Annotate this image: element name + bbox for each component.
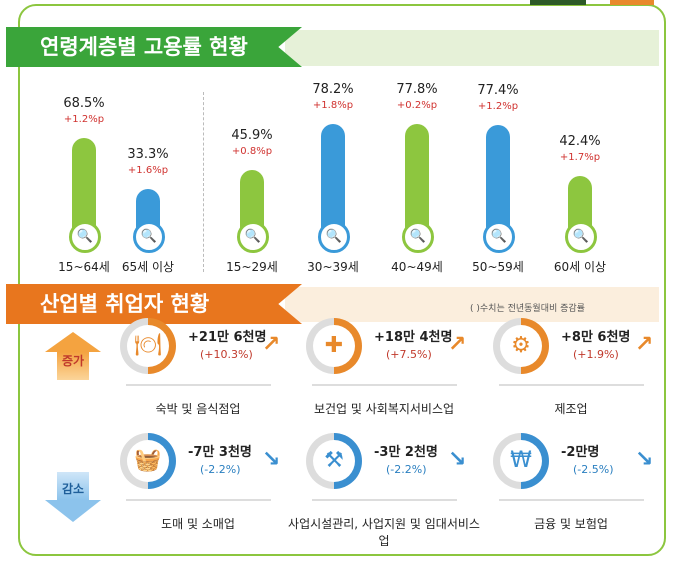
business-support-icon: ⚒ xyxy=(313,440,355,482)
percent: (+7.5%) xyxy=(386,348,432,361)
industry-name: 보건업 및 사회복지서비스업 xyxy=(313,402,455,416)
percent: (-2.2%) xyxy=(200,463,241,476)
percent: (+1.9%) xyxy=(573,348,619,361)
document-search-icon: 🔍 xyxy=(402,221,434,253)
category-label: 60세 이상 xyxy=(553,260,607,274)
bar-column: 77.8% +0.2%p 🔍 40~49세 xyxy=(382,0,452,280)
bar-column: 77.4% +1.2%p 🔍 50~59세 xyxy=(463,0,533,280)
change-label: +1.6%p xyxy=(127,165,169,176)
category-label: 30~39세 xyxy=(307,260,359,274)
change-label: +0.2%p xyxy=(396,100,438,111)
medical-kit-icon: ✚ xyxy=(313,325,355,367)
amount: +21만 6천명 xyxy=(188,330,267,345)
bar-column: 33.3% +1.6%p 🔍 65세 이상 xyxy=(113,0,183,280)
gears-icon: ⚙ xyxy=(500,325,542,367)
percent: (+10.3%) xyxy=(200,348,253,361)
separator xyxy=(126,384,271,386)
industry-name: 금융 및 보험업 xyxy=(534,517,608,531)
change-label: +1.2%p xyxy=(63,114,105,125)
decrease-label: 감소 xyxy=(61,482,85,496)
increase-arrow: 증가 xyxy=(45,332,101,380)
divider xyxy=(203,92,204,272)
amount: -2만명 xyxy=(561,445,600,460)
industry-section-title: 산업별 취업자 현황 xyxy=(6,284,302,324)
separator xyxy=(499,499,644,501)
industry-name: 도매 및 소매업 xyxy=(161,517,235,531)
ring: ✚ xyxy=(306,318,362,374)
value-label: 33.3% xyxy=(127,147,169,162)
value-label: 77.4% xyxy=(477,83,519,98)
age-section-title: 연령계층별 고용률 현황 xyxy=(6,27,302,67)
age-header-band xyxy=(285,30,659,66)
value-label: 78.2% xyxy=(312,82,354,97)
amount: -3만 2천명 xyxy=(374,445,438,460)
decrease-trend-arrow-icon: ↘ xyxy=(448,447,467,472)
ring: 🧺 xyxy=(120,433,176,489)
basket-icon: 🧺 xyxy=(127,440,169,482)
bar xyxy=(72,138,96,235)
document-search-icon: 🔍 xyxy=(133,221,165,253)
value-label: 42.4% xyxy=(559,134,601,149)
percent: (-2.5%) xyxy=(573,463,614,476)
document-search-icon: 🔍 xyxy=(237,221,269,253)
change-label: +1.7%p xyxy=(559,152,601,163)
change-label: +1.2%p xyxy=(477,101,519,112)
amount: +8만 6천명 xyxy=(561,330,631,345)
separator xyxy=(312,499,457,501)
ring: 🍽 xyxy=(120,318,176,374)
top-tab-orange xyxy=(610,0,654,5)
industry-name: 제조업 xyxy=(554,402,588,416)
increase-trend-arrow-icon: ↗ xyxy=(635,332,654,357)
change-label: +0.8%p xyxy=(231,146,273,157)
note: ( )수치는 전년동월대비 증감률 xyxy=(470,304,585,314)
document-search-icon: 🔍 xyxy=(565,221,597,253)
bar xyxy=(321,124,345,235)
category-label: 50~59세 xyxy=(472,260,524,274)
bar-column: 45.9% +0.8%p 🔍 15~29세 xyxy=(217,0,287,280)
bar xyxy=(486,125,510,235)
bar-column: 42.4% +1.7%p 🔍 60세 이상 xyxy=(545,0,615,280)
frame xyxy=(18,4,666,556)
document-search-icon: 🔍 xyxy=(318,221,350,253)
top-tab-dark xyxy=(530,0,586,5)
ring: ₩ xyxy=(493,433,549,489)
value-label: 45.9% xyxy=(231,128,273,143)
category-label: 15~64세 xyxy=(58,260,110,274)
amount: +18만 4천명 xyxy=(374,330,453,345)
value-label: 77.8% xyxy=(396,82,438,97)
document-search-icon: 🔍 xyxy=(69,221,101,253)
value-label: 68.5% xyxy=(63,96,105,111)
category-label: 40~49세 xyxy=(391,260,443,274)
laptop-won-icon: ₩ xyxy=(500,440,542,482)
increase-trend-arrow-icon: ↗ xyxy=(262,332,281,357)
decrease-trend-arrow-icon: ↘ xyxy=(262,447,281,472)
bar xyxy=(405,124,429,235)
separator xyxy=(126,499,271,501)
increase-trend-arrow-icon: ↗ xyxy=(448,332,467,357)
increase-label: 증가 xyxy=(61,354,85,368)
percent: (-2.2%) xyxy=(386,463,427,476)
dining-icon: 🍽 xyxy=(127,325,169,367)
separator xyxy=(312,384,457,386)
category-label: 15~29세 xyxy=(226,260,278,274)
bar-column: 68.5% +1.2%p 🔍 15~64세 xyxy=(49,0,119,280)
industry-header-band xyxy=(285,287,659,322)
decrease-arrow: 감소 xyxy=(45,472,101,522)
bar-column: 78.2% +1.8%p 🔍 30~39세 xyxy=(298,0,368,280)
ring: ⚒ xyxy=(306,433,362,489)
industry-name: 사업시설관리, 사업지원 및 임대서비스업 xyxy=(288,517,480,548)
document-search-icon: 🔍 xyxy=(483,221,515,253)
decrease-trend-arrow-icon: ↘ xyxy=(635,447,654,472)
change-label: +1.8%p xyxy=(312,100,354,111)
amount: -7만 3천명 xyxy=(188,445,252,460)
category-label: 65세 이상 xyxy=(121,260,175,274)
industry-name: 숙박 및 음식점업 xyxy=(155,402,241,416)
separator xyxy=(499,384,644,386)
ring: ⚙ xyxy=(493,318,549,374)
